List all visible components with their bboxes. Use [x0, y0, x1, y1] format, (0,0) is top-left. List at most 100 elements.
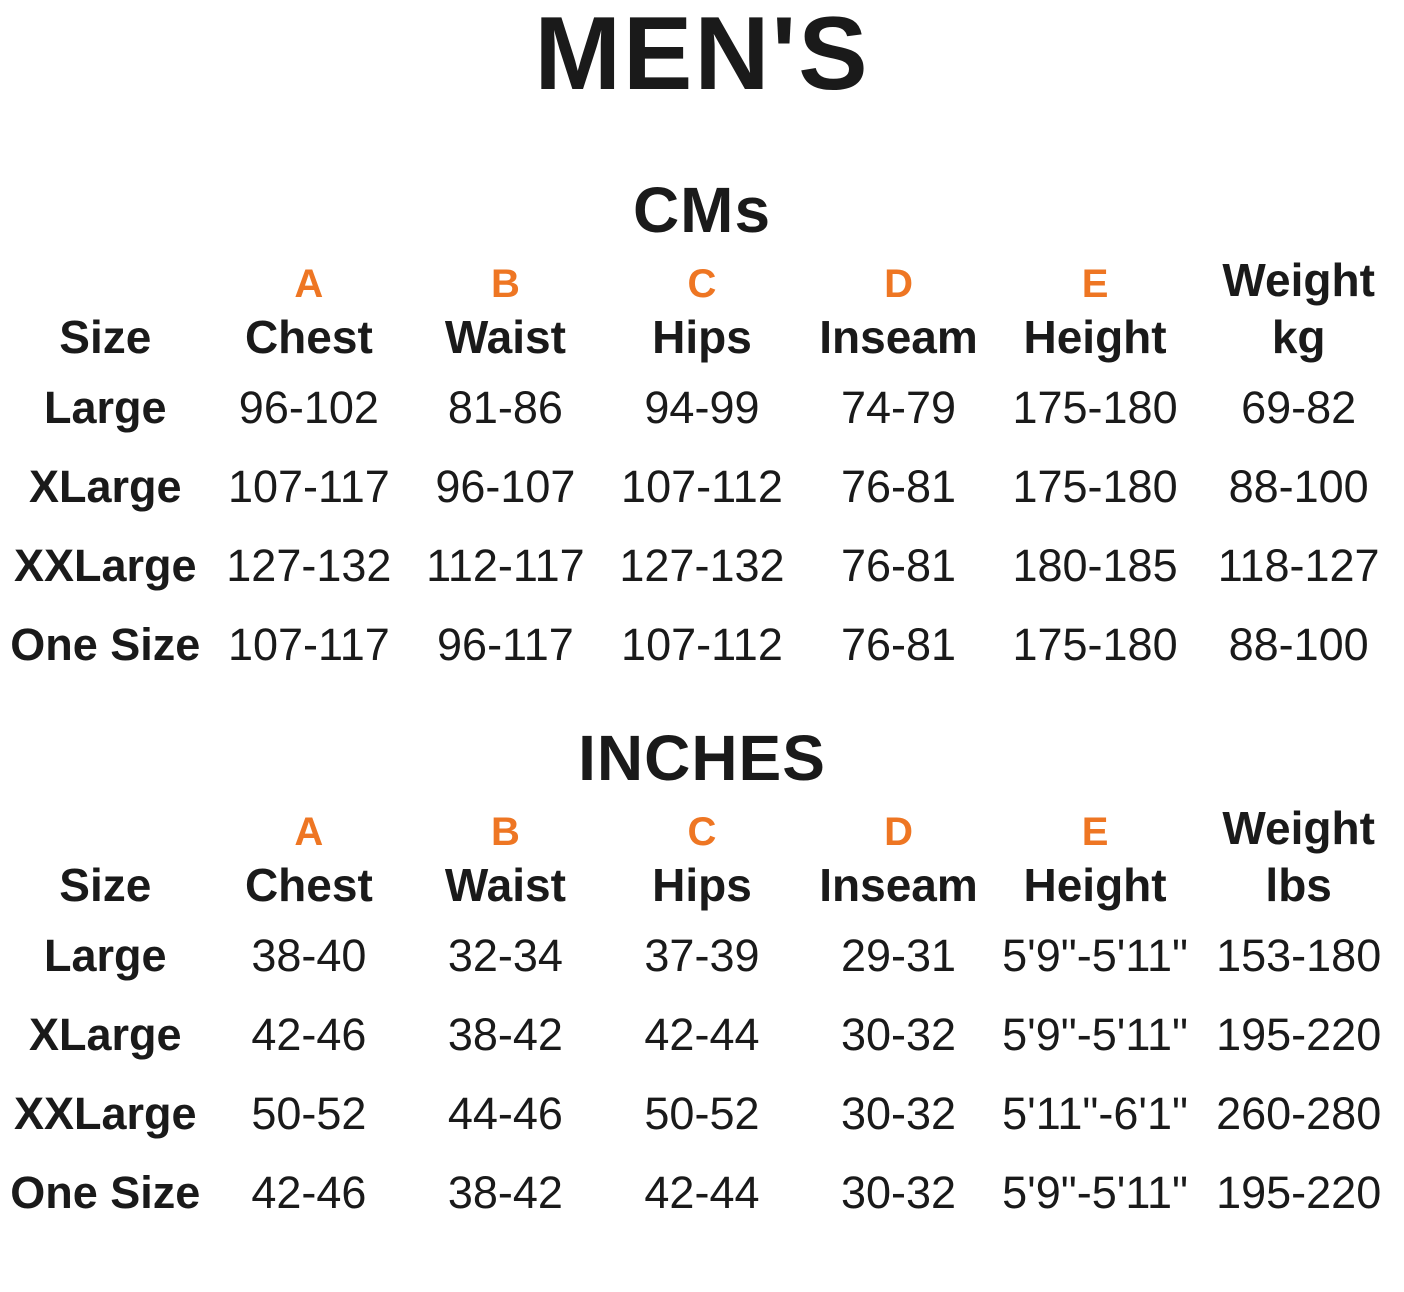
cell: 260-280 — [1216, 1087, 1382, 1139]
table-row: One Size 42-46 38-42 42-44 30-32 5'9"-5'… — [0, 1153, 1404, 1232]
header-waist: Waist — [444, 858, 566, 911]
letter-a: A — [294, 262, 324, 306]
header-height: Height — [1023, 858, 1167, 911]
cell: 42-46 — [251, 1166, 367, 1218]
row-label: One Size — [10, 1166, 201, 1218]
cell: 96-102 — [238, 381, 379, 433]
cell: 5'11"-6'1" — [1002, 1087, 1189, 1139]
cell: 30-32 — [840, 1087, 957, 1139]
cell: 42-46 — [251, 1008, 367, 1060]
page-title: MEN'S — [534, 0, 870, 112]
header-waist: Waist — [444, 310, 566, 363]
cell: 44-46 — [447, 1087, 563, 1139]
header-hips: Hips — [652, 858, 752, 911]
cell: 42-44 — [644, 1008, 760, 1060]
cell: 127-132 — [619, 539, 785, 591]
cell: 37-39 — [644, 929, 760, 981]
cell: 88-100 — [1228, 618, 1369, 670]
header-height: Height — [1023, 310, 1167, 363]
cell: 30-32 — [840, 1008, 957, 1060]
cms-headers-row: Size Chest Waist Hips Inseam Height kg — [0, 306, 1404, 368]
cell: 195-220 — [1216, 1166, 1382, 1218]
row-label: XLarge — [29, 1008, 182, 1060]
cell: 112-117 — [426, 539, 585, 591]
header-inseam: Inseam — [819, 310, 978, 363]
row-label: One Size — [10, 618, 201, 670]
header-size: Size — [59, 310, 152, 363]
header-lbs: lbs — [1265, 858, 1332, 911]
cell: 153-180 — [1216, 929, 1382, 981]
row-label: Large — [44, 929, 167, 981]
cms-section-title: CMs — [632, 174, 772, 246]
inches-table: A B C D E Weight Size Chest Waist Hips I… — [0, 798, 1404, 1232]
letter-d: D — [884, 262, 913, 306]
row-label: XXLarge — [14, 539, 197, 591]
cell: 50-52 — [644, 1087, 760, 1139]
empty-cell — [0, 250, 211, 306]
header-chest: Chest — [244, 858, 373, 911]
cell: 107-117 — [227, 618, 390, 670]
cell: 107-112 — [621, 460, 783, 512]
cell: 76-81 — [840, 460, 957, 512]
letter-c: C — [687, 262, 717, 306]
cell: 5'9"-5'11" — [1002, 929, 1189, 981]
letter-e: E — [1081, 810, 1109, 854]
letter-b: B — [490, 262, 520, 306]
cell: 96-107 — [435, 460, 576, 512]
cell: 195-220 — [1216, 1008, 1382, 1060]
weight-label: Weight — [1222, 802, 1375, 855]
inches-headers-row: Size Chest Waist Hips Inseam Height lbs — [0, 854, 1404, 916]
cell: 30-32 — [840, 1166, 957, 1218]
cms-letters-row: A B C D E Weight — [0, 250, 1404, 306]
cell: 96-117 — [437, 618, 574, 670]
cell: 69-82 — [1241, 381, 1357, 433]
header-kg: kg — [1271, 310, 1326, 363]
cell: 81-86 — [447, 381, 563, 433]
table-row: One Size 107-117 96-117 107-112 76-81 17… — [0, 605, 1404, 684]
table-row: Large 38-40 32-34 37-39 29-31 5'9"-5'11"… — [0, 916, 1404, 995]
cell: 74-79 — [840, 381, 957, 433]
inches-section-title: INCHES — [578, 722, 826, 794]
cell: 175-180 — [1012, 460, 1178, 512]
empty-cell — [0, 798, 211, 854]
cell: 76-81 — [840, 618, 957, 670]
cell: 175-180 — [1012, 618, 1178, 670]
cell: 5'9"-5'11" — [1002, 1166, 1189, 1218]
cell: 88-100 — [1228, 460, 1369, 512]
table-row: Large 96-102 81-86 94-99 74-79 175-180 6… — [0, 368, 1404, 447]
cell: 5'9"-5'11" — [1002, 1008, 1189, 1060]
cell: 38-42 — [447, 1166, 563, 1218]
header-size: Size — [59, 858, 152, 911]
cell: 29-31 — [840, 929, 957, 981]
letter-e: E — [1081, 262, 1109, 306]
cms-table: A B C D E Weight Size Chest Waist Hips I… — [0, 250, 1404, 684]
table-row: XXLarge 127-132 112-117 127-132 76-81 18… — [0, 526, 1404, 605]
cell: 50-52 — [251, 1087, 367, 1139]
cell: 127-132 — [226, 539, 392, 591]
cell: 107-112 — [621, 618, 783, 670]
table-row: XLarge 107-117 96-107 107-112 76-81 175-… — [0, 447, 1404, 526]
cell: 175-180 — [1012, 381, 1178, 433]
cell: 107-117 — [227, 460, 390, 512]
cell: 38-42 — [447, 1008, 563, 1060]
inches-letters-row: A B C D E Weight — [0, 798, 1404, 854]
letter-a: A — [294, 810, 324, 854]
cell: 38-40 — [251, 929, 367, 981]
cell: 42-44 — [644, 1166, 760, 1218]
cell: 118-127 — [1217, 539, 1380, 591]
table-row: XXLarge 50-52 44-46 50-52 30-32 5'11"-6'… — [0, 1074, 1404, 1153]
weight-label: Weight — [1222, 254, 1375, 307]
table-row: XLarge 42-46 38-42 42-44 30-32 5'9"-5'11… — [0, 995, 1404, 1074]
cell: 76-81 — [840, 539, 957, 591]
row-label: Large — [44, 381, 167, 433]
row-label: XXLarge — [14, 1087, 197, 1139]
cell: 180-185 — [1012, 539, 1178, 591]
letter-d: D — [884, 810, 913, 854]
header-chest: Chest — [244, 310, 373, 363]
inches-section: INCHES A B C D E Weight Size Chest — [0, 684, 1404, 1232]
letter-c: C — [687, 810, 717, 854]
header-hips: Hips — [652, 310, 752, 363]
cell: 94-99 — [644, 381, 760, 433]
letter-b: B — [490, 810, 520, 854]
